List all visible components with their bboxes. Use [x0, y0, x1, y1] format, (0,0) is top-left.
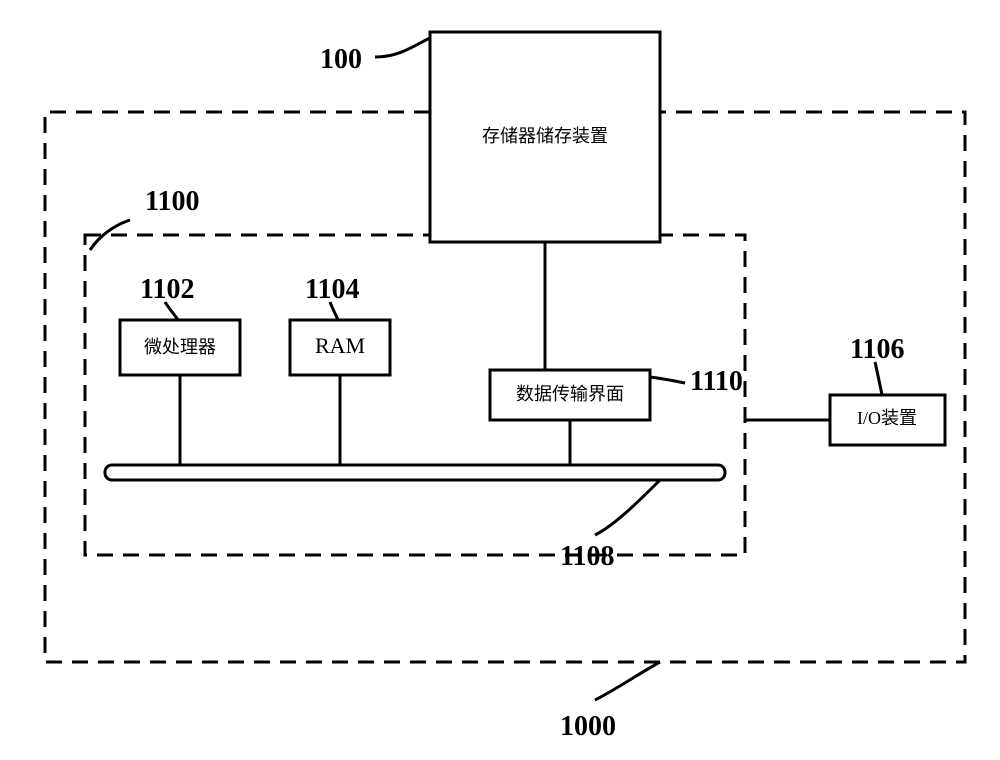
ref-1110: 1110: [690, 366, 743, 397]
leader-1000: [595, 662, 660, 700]
leader-100: [375, 38, 430, 57]
bus-bar: [105, 465, 725, 480]
ref-1106: 1106: [850, 334, 904, 365]
memory-storage-label: 存储器储存装置: [482, 126, 608, 146]
ref-1000: 1000: [560, 711, 616, 742]
ref-1100: 1100: [145, 186, 199, 217]
ref-1108: 1108: [560, 541, 614, 572]
microprocessor-label: 微处理器: [144, 337, 216, 357]
block-diagram: 存储器储存装置 微处理器 RAM 数据传输界面 I/O装置 100 1100 1…: [0, 0, 1000, 760]
ref-1102: 1102: [140, 274, 194, 305]
leader-1106: [875, 362, 882, 395]
ref-1104: 1104: [305, 274, 359, 305]
data-if-label: 数据传输界面: [516, 384, 624, 404]
ram-label: RAM: [315, 333, 365, 358]
leader-1108: [595, 480, 660, 535]
leader-1110: [650, 377, 685, 383]
ref-100: 100: [320, 44, 362, 75]
io-device-label: I/O装置: [857, 408, 917, 428]
